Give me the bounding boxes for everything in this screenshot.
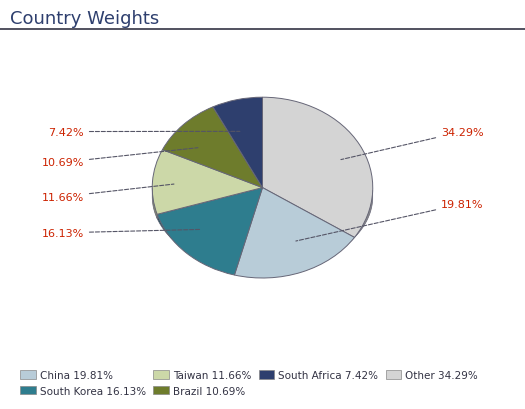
Wedge shape xyxy=(213,98,262,188)
Text: 10.69%: 10.69% xyxy=(41,148,198,168)
Text: Country Weights: Country Weights xyxy=(10,10,160,28)
Text: 19.81%: 19.81% xyxy=(296,199,484,241)
Polygon shape xyxy=(234,229,354,271)
Polygon shape xyxy=(354,191,373,238)
Wedge shape xyxy=(234,188,354,278)
Polygon shape xyxy=(152,188,157,219)
Text: 7.42%: 7.42% xyxy=(48,127,240,137)
Legend: China 19.81%, South Korea 16.13%, Taiwan 11.66%, Brazil 10.69%, South Africa 7.4: China 19.81%, South Korea 16.13%, Taiwan… xyxy=(16,366,482,400)
Polygon shape xyxy=(157,210,234,269)
Wedge shape xyxy=(152,150,262,215)
Text: 34.29%: 34.29% xyxy=(341,127,484,160)
Text: 11.66%: 11.66% xyxy=(41,184,174,202)
Wedge shape xyxy=(162,108,262,188)
Text: 16.13%: 16.13% xyxy=(41,228,200,238)
Wedge shape xyxy=(262,98,373,238)
Wedge shape xyxy=(157,188,262,275)
